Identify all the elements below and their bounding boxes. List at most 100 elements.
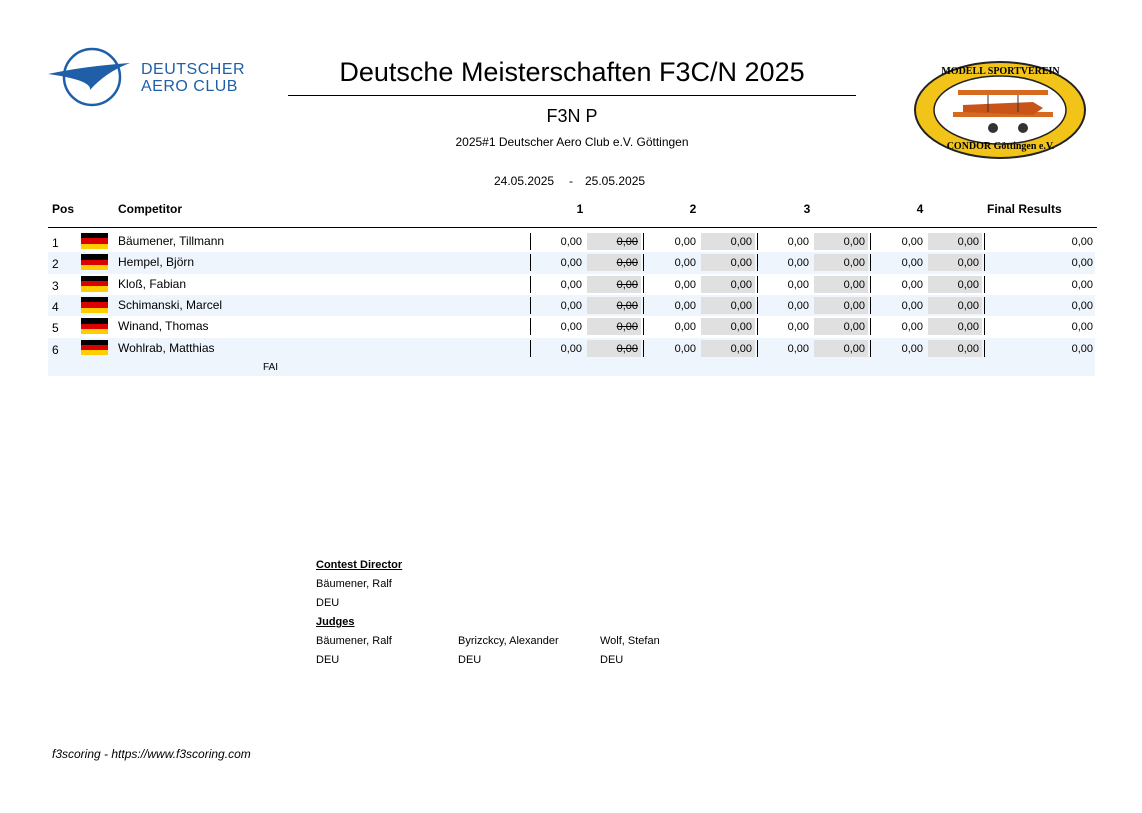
official-country: DEU	[316, 597, 340, 609]
round-score: 0,00	[560, 299, 582, 312]
round-score: 0,00	[787, 342, 809, 355]
competitor: Hempel, Björn	[118, 255, 195, 270]
separator	[643, 254, 644, 272]
final-result: 0,00	[1071, 342, 1093, 355]
round-points: 0,00	[843, 342, 865, 355]
round-points: 0,00	[730, 342, 752, 355]
competitor: Kloß, Fabian	[118, 276, 187, 291]
column-header: Final Results	[987, 202, 1062, 216]
date-to: 25.05.2025	[585, 174, 646, 188]
score-box	[814, 254, 868, 272]
round-score: 0,00	[674, 321, 696, 334]
round-points: 0,00	[616, 321, 638, 334]
round-score: 0,00	[560, 257, 582, 270]
score-box	[928, 339, 982, 357]
round-score: 0,00	[674, 342, 696, 355]
round-points: 0,00	[616, 257, 638, 270]
round-points: 0,00	[957, 278, 979, 291]
round-score: 0,00	[674, 236, 696, 248]
separator	[530, 233, 531, 250]
score-box	[587, 275, 641, 293]
round-points: 0,00	[730, 278, 752, 291]
position: 4	[52, 299, 59, 314]
position: 6	[52, 342, 59, 357]
competitor: Winand, Thomas	[118, 319, 209, 334]
column-header: 1	[576, 202, 584, 216]
flag	[81, 296, 108, 313]
separator	[870, 318, 871, 336]
separator	[643, 296, 644, 314]
final-result: 0,00	[1071, 257, 1093, 270]
separator	[984, 233, 985, 250]
competitor: Wohlrab, Matthias	[118, 340, 215, 355]
separator	[757, 318, 758, 336]
position: 2	[52, 257, 59, 272]
logo-line: DEUTSCHER	[141, 61, 246, 78]
column-header: Pos	[52, 202, 75, 216]
round-points: 0,00	[957, 236, 979, 248]
round-points: 0,00	[730, 236, 752, 248]
header-rule	[48, 227, 1097, 228]
round-points: 0,00	[843, 278, 865, 291]
separator	[643, 233, 644, 250]
column-header: 2	[689, 202, 697, 216]
score-box	[587, 254, 641, 272]
round-score: 0,00	[787, 278, 809, 291]
round-score: 0,00	[674, 278, 696, 291]
separator	[984, 254, 985, 272]
round-score: 0,00	[787, 257, 809, 270]
round-score: 0,00	[901, 278, 923, 291]
round-score: 0,00	[901, 299, 923, 312]
separator	[870, 233, 871, 250]
separator	[757, 275, 758, 293]
official-name: Bäumener, Ralf	[316, 635, 392, 647]
date-sep: -	[569, 174, 573, 188]
score-box	[928, 296, 982, 314]
round-points: 0,00	[616, 236, 638, 248]
score-box	[814, 318, 868, 336]
round-score: 0,00	[901, 236, 923, 248]
score-box	[928, 275, 982, 293]
title-rule	[288, 95, 856, 96]
score-box	[701, 339, 755, 357]
round-points: 0,00	[957, 299, 979, 312]
round-points: 0,00	[616, 342, 638, 355]
round-score: 0,00	[901, 342, 923, 355]
row-background	[48, 358, 1095, 376]
separator	[530, 339, 531, 357]
flag	[81, 233, 108, 249]
separator	[870, 254, 871, 272]
separator	[530, 275, 531, 293]
separator	[757, 339, 758, 357]
separator	[870, 296, 871, 314]
section-heading: Judges	[316, 616, 355, 628]
footer: f3scoring - https://www.f3scoring.com	[52, 747, 251, 761]
official-name: Wolf, Stefan	[600, 635, 660, 647]
separator	[643, 275, 644, 293]
separator	[757, 254, 758, 272]
date-from: 24.05.2025	[494, 174, 555, 188]
separator	[984, 318, 985, 336]
column-header: 4	[916, 202, 924, 216]
position: 5	[52, 321, 59, 336]
separator	[984, 339, 985, 357]
round-score: 0,00	[674, 257, 696, 270]
logo-line: AERO CLUB	[141, 78, 238, 95]
score-box	[587, 339, 641, 357]
round-points: 0,00	[957, 257, 979, 270]
final-result: 0,00	[1071, 278, 1093, 291]
official-country: DEU	[458, 654, 482, 666]
final-result: 0,00	[1071, 236, 1093, 248]
separator	[643, 318, 644, 336]
round-points: 0,00	[843, 321, 865, 334]
note: FAI	[263, 361, 279, 373]
separator	[757, 296, 758, 314]
score-box	[814, 296, 868, 314]
position: 1	[52, 236, 59, 250]
competitor: Bäumener, Tillmann	[118, 234, 225, 248]
round-points: 0,00	[957, 342, 979, 355]
round-points: 0,00	[730, 257, 752, 270]
title: Deutsche Meisterschaften F3C/N 2025	[339, 57, 805, 87]
official-country: DEU	[316, 654, 340, 666]
round-score: 0,00	[901, 257, 923, 270]
